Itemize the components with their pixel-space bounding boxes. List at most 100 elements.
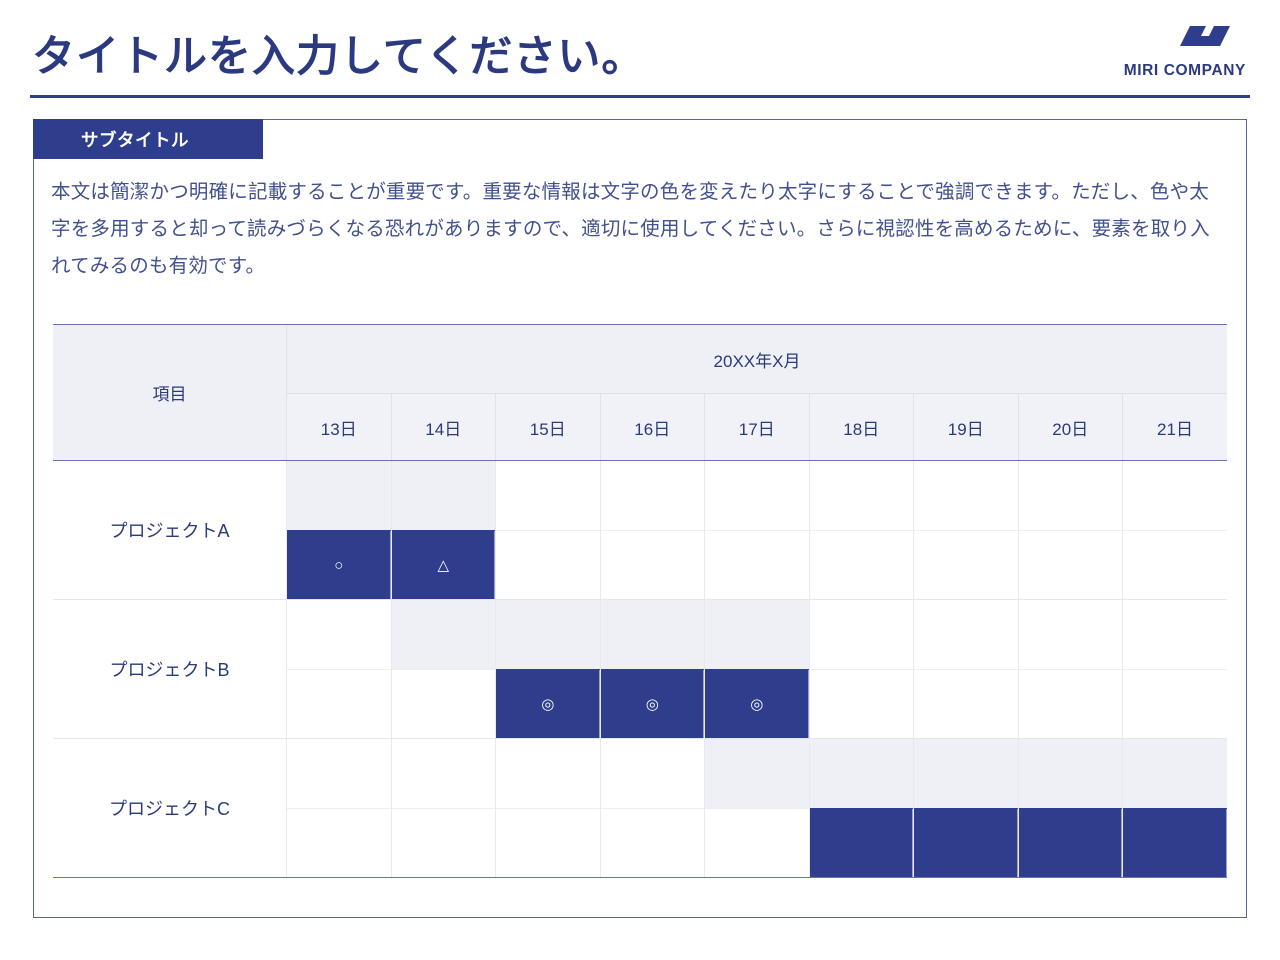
gantt-row-label: プロジェクトC	[53, 738, 287, 878]
column-header-day: 21日	[1122, 393, 1227, 461]
gantt-cell[interactable]	[390, 599, 496, 739]
gantt-bar-symbol: △	[437, 556, 450, 574]
gantt-cell-upper	[287, 461, 391, 530]
gantt-cell[interactable]	[286, 738, 391, 878]
gantt-cell-lower	[705, 530, 809, 599]
gantt-cell-upper	[1123, 600, 1227, 669]
gantt-cell[interactable]	[704, 738, 809, 878]
gantt-bar-symbol: ◎	[645, 695, 659, 713]
gantt-cell-lower	[1018, 669, 1122, 738]
gantt-bar-segment[interactable]: ○	[287, 530, 391, 599]
gantt-bar-segment[interactable]	[1123, 808, 1227, 877]
gantt-cell[interactable]	[495, 738, 600, 878]
gantt-bar-segment[interactable]	[809, 808, 913, 877]
gantt-cell[interactable]: ◎	[704, 599, 809, 739]
gantt-cell-lower	[914, 530, 1018, 599]
gantt-table-body: プロジェクトA ○ △ プロジェクトB ◎ ◎ ◎ プロジェクトC	[53, 460, 1227, 878]
gantt-cell[interactable]	[599, 460, 705, 600]
column-header-day: 13日	[286, 393, 391, 461]
column-header-day: 20日	[1017, 393, 1123, 461]
gantt-cell[interactable]	[808, 599, 914, 739]
gantt-cell[interactable]: △	[390, 460, 496, 600]
gantt-cell-upper	[1019, 600, 1123, 669]
gantt-cell-upper	[601, 461, 705, 530]
gantt-cell[interactable]	[808, 460, 914, 600]
brand-logo: MIRI COMPANY	[1066, 22, 1246, 88]
gantt-bar-segment[interactable]: ◎	[705, 669, 809, 738]
gantt-cell-lower	[600, 808, 704, 877]
gantt-cell-lower	[1123, 669, 1227, 738]
gantt-cell-upper	[287, 739, 391, 808]
gantt-cell[interactable]: ◎	[495, 599, 600, 739]
gantt-cell[interactable]	[1017, 460, 1123, 600]
header-divider	[30, 95, 1250, 98]
gantt-cell[interactable]	[913, 738, 1018, 878]
page-title: タイトルを入力してください。	[32, 33, 646, 81]
gantt-cell-lower	[705, 808, 809, 877]
gantt-cell-upper	[391, 461, 495, 530]
gantt-cell-lower	[809, 530, 913, 599]
gantt-bar-symbol: ○	[334, 556, 344, 574]
slide-header: タイトルを入力してください。 MIRI COMPANY	[0, 0, 1280, 98]
gantt-bar-segment[interactable]	[914, 808, 1018, 877]
gantt-cell-upper	[496, 739, 600, 808]
gantt-cell-upper	[914, 739, 1018, 808]
gantt-cell-lower	[600, 530, 704, 599]
gantt-row-label: プロジェクトB	[53, 599, 287, 739]
gantt-cell-upper	[1123, 461, 1227, 530]
gantt-bar-segment[interactable]	[1018, 808, 1122, 877]
gantt-cell[interactable]	[808, 738, 914, 878]
gantt-cell-upper	[1123, 739, 1227, 808]
gantt-cell-upper	[810, 461, 914, 530]
gantt-bar-symbol: ◎	[750, 695, 764, 713]
gantt-cell-upper	[601, 739, 705, 808]
gantt-cell[interactable]	[286, 599, 391, 739]
column-header-day: 14日	[390, 393, 496, 461]
gantt-cell[interactable]	[1122, 599, 1227, 739]
gantt-cell[interactable]: ○	[286, 460, 391, 600]
gantt-cell-upper	[810, 600, 914, 669]
gantt-cell-lower	[391, 808, 495, 877]
gantt-cell-upper	[705, 600, 809, 669]
gantt-header-row-days: 13日 14日 15日 16日 17日 18日 19日 20日 21日	[53, 393, 1227, 461]
subtitle-tag: サブタイトル	[33, 119, 263, 159]
gantt-cell-upper	[914, 461, 1018, 530]
gantt-cell-upper	[391, 600, 495, 669]
gantt-cell[interactable]	[913, 460, 1018, 600]
column-header-day: 19日	[913, 393, 1018, 461]
column-header-month: 20XX年X月	[286, 324, 1227, 394]
gantt-bar-segment[interactable]: △	[391, 530, 495, 599]
gantt-cell[interactable]	[599, 738, 705, 878]
gantt-cell[interactable]	[704, 460, 809, 600]
gantt-cell-upper	[392, 739, 496, 808]
logo-wordmark: MIRI COMPANY	[1123, 62, 1246, 79]
gantt-bar-segment[interactable]: ◎	[496, 669, 600, 738]
gantt-cell-upper	[496, 461, 600, 530]
body-text: 本文は簡潔かつ明確に記載することが重要です。重要な情報は文字の色を変えたり太字に…	[51, 181, 1210, 277]
gantt-cell-upper	[705, 461, 809, 530]
column-header-item: 項目	[53, 324, 287, 461]
gantt-cell[interactable]	[1017, 599, 1123, 739]
gantt-cell[interactable]	[390, 738, 496, 878]
gantt-cell[interactable]	[495, 460, 600, 600]
gantt-cell[interactable]	[1017, 738, 1123, 878]
gantt-cell-lower	[496, 808, 600, 877]
gantt-cell-lower	[1123, 530, 1227, 599]
column-header-day: 18日	[808, 393, 914, 461]
gantt-cell[interactable]: ◎	[599, 599, 705, 739]
gantt-cell-upper	[1018, 739, 1122, 808]
miri-logo-mark-icon	[1180, 26, 1230, 46]
gantt-cell[interactable]	[1122, 738, 1227, 878]
gantt-bar-symbol: ◎	[541, 695, 555, 713]
gantt-cell-lower	[391, 669, 495, 738]
gantt-cell[interactable]	[1122, 460, 1227, 600]
gantt-cell-upper	[496, 600, 600, 669]
gantt-cell-lower	[1018, 530, 1122, 599]
gantt-cell-upper	[1019, 461, 1123, 530]
gantt-cell-upper	[705, 739, 809, 808]
gantt-cell[interactable]	[913, 599, 1018, 739]
gantt-header-row-month: 項目 20XX年X月	[53, 324, 1227, 461]
gantt-bar-segment[interactable]: ◎	[600, 669, 704, 738]
gantt-table: 項目 20XX年X月 13日 14日 15日 16日 17日 18日 19日 20日 21日 プ…	[53, 324, 1227, 878]
gantt-row: プロジェクトB ◎ ◎ ◎	[53, 599, 1227, 739]
